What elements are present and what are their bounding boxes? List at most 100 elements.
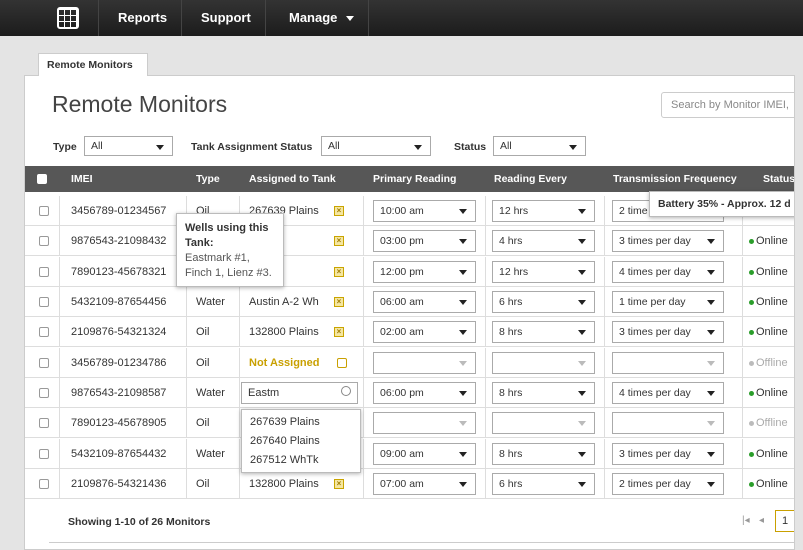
nav-support[interactable]: Support [201, 10, 251, 25]
remove-tank[interactable]: × [334, 296, 344, 307]
nav-manage[interactable]: Manage [289, 10, 338, 25]
search-box[interactable]: Search by Monitor IMEI, [661, 92, 794, 118]
cell-divider [239, 377, 240, 408]
filter-select[interactable]: All [321, 136, 431, 156]
suggestion[interactable]: 267512 WhTk [250, 454, 319, 466]
status: Online [756, 386, 788, 399]
suggestion[interactable]: 267640 Plains [250, 435, 320, 447]
edit-icon[interactable] [337, 357, 347, 368]
tank: 132800 Plains [249, 477, 319, 490]
suggestion[interactable]: 267639 Plains [250, 416, 320, 428]
row [25, 257, 794, 287]
freq-select[interactable] [612, 351, 724, 374]
remove-tank[interactable]: × [334, 206, 344, 216]
every-select[interactable]: 8 hrs [492, 442, 595, 465]
header-checkbox[interactable] [37, 174, 47, 184]
row-checkbox[interactable] [39, 478, 49, 489]
row [25, 439, 794, 469]
every-select[interactable]: 6 hrs [492, 472, 595, 495]
every-select[interactable]: 12 hrs [492, 260, 595, 283]
row-checkbox[interactable] [39, 387, 49, 398]
remove-tank[interactable]: × [334, 236, 344, 247]
cell-divider [485, 377, 486, 408]
tab[interactable]: Remote Monitors [38, 53, 148, 76]
bottom-line [49, 542, 794, 543]
row-checkbox[interactable] [39, 448, 49, 459]
every-select[interactable]: 12 hrs [492, 200, 595, 222]
cell-divider [59, 468, 60, 499]
every-select[interactable] [492, 412, 595, 435]
battery-tooltip: Battery 35% - Approx. 12 d [649, 191, 794, 217]
primary-select[interactable] [373, 351, 476, 374]
remove-tank[interactable]: × [334, 327, 344, 338]
cell-divider [363, 377, 364, 408]
primary-select[interactable]: 10:00 am [373, 200, 476, 222]
cell-divider [363, 408, 364, 439]
row-checkbox[interactable] [39, 236, 49, 247]
imei: 2109876-54321436 [71, 477, 167, 490]
row [25, 348, 794, 378]
row-checkbox[interactable] [39, 327, 49, 338]
imei: 3456789-01234567 [71, 205, 167, 217]
page-number[interactable]: 1 [775, 510, 794, 532]
status: Offline [756, 417, 788, 430]
cell-divider [239, 408, 240, 439]
panel: Remote Monitors Search by Monitor IMEI, … [24, 75, 795, 550]
row [25, 287, 794, 317]
freq-select[interactable]: 3 times per day [612, 442, 724, 465]
freq-select[interactable]: 3 times per day [612, 230, 724, 253]
freq-select[interactable]: 4 times per day [612, 260, 724, 283]
row-checkbox[interactable] [39, 357, 49, 368]
every-select[interactable]: 8 hrs [492, 321, 595, 344]
primary-select[interactable]: 06:00 pm [373, 381, 476, 404]
primary-select[interactable]: 09:00 am [373, 442, 476, 465]
primary-select[interactable]: 12:00 pm [373, 260, 476, 283]
filter-select[interactable]: All [493, 136, 586, 156]
row-checkbox[interactable] [39, 266, 49, 277]
freq-select[interactable]: 2 times per day [612, 472, 724, 495]
every-select[interactable] [492, 351, 595, 374]
status: Online [756, 447, 788, 460]
cell-divider [485, 196, 486, 226]
cell-divider [186, 408, 187, 439]
row-checkbox[interactable] [39, 418, 49, 429]
every-select[interactable]: 6 hrs [492, 290, 595, 313]
primary-select[interactable] [373, 412, 476, 435]
search-icon [341, 385, 351, 396]
cell-divider [239, 347, 240, 378]
every-select[interactable]: 8 hrs [492, 381, 595, 404]
cell-divider [186, 196, 187, 226]
status-dot [749, 269, 754, 275]
filter-label: Type [53, 141, 77, 153]
imei: 9876543-21098432 [71, 235, 167, 248]
primary-select[interactable]: 02:00 am [373, 321, 476, 344]
cell-divider [363, 347, 364, 378]
primary-select[interactable]: 06:00 am [373, 290, 476, 313]
remove-tank[interactable]: × [334, 478, 344, 489]
logo[interactable] [57, 7, 79, 29]
freq-select[interactable]: 1 time per day [612, 290, 724, 313]
pager-prev: ◂ [759, 515, 765, 526]
tooltip-body: Eastmark #1, Finch 1, Lienz #3. [185, 252, 272, 279]
cell-divider [59, 226, 60, 257]
type: Water [196, 386, 225, 399]
every-select[interactable]: 4 hrs [492, 230, 595, 253]
imei: 3456789-01234786 [71, 356, 167, 369]
freq-select[interactable]: 3 times per day [612, 321, 724, 344]
cell-divider [59, 196, 60, 226]
row-checkbox[interactable] [39, 296, 49, 307]
filter-select[interactable]: All [84, 136, 173, 156]
cell-divider [742, 256, 743, 287]
nav-reports[interactable]: Reports [118, 10, 168, 25]
primary-select[interactable]: 03:00 pm [373, 230, 476, 253]
tank-search-input[interactable]: Eastm [241, 381, 358, 404]
remove-tank[interactable]: × [334, 266, 344, 277]
primary-select[interactable]: 07:00 am [373, 472, 476, 495]
status-dot [749, 239, 754, 245]
footer-line [25, 498, 794, 499]
tank-unassigned: Not Assigned [249, 356, 320, 369]
freq-select[interactable] [612, 412, 724, 435]
freq-select[interactable]: 4 times per day [612, 381, 724, 404]
cell-divider [363, 286, 364, 317]
row-checkbox[interactable] [39, 206, 49, 216]
